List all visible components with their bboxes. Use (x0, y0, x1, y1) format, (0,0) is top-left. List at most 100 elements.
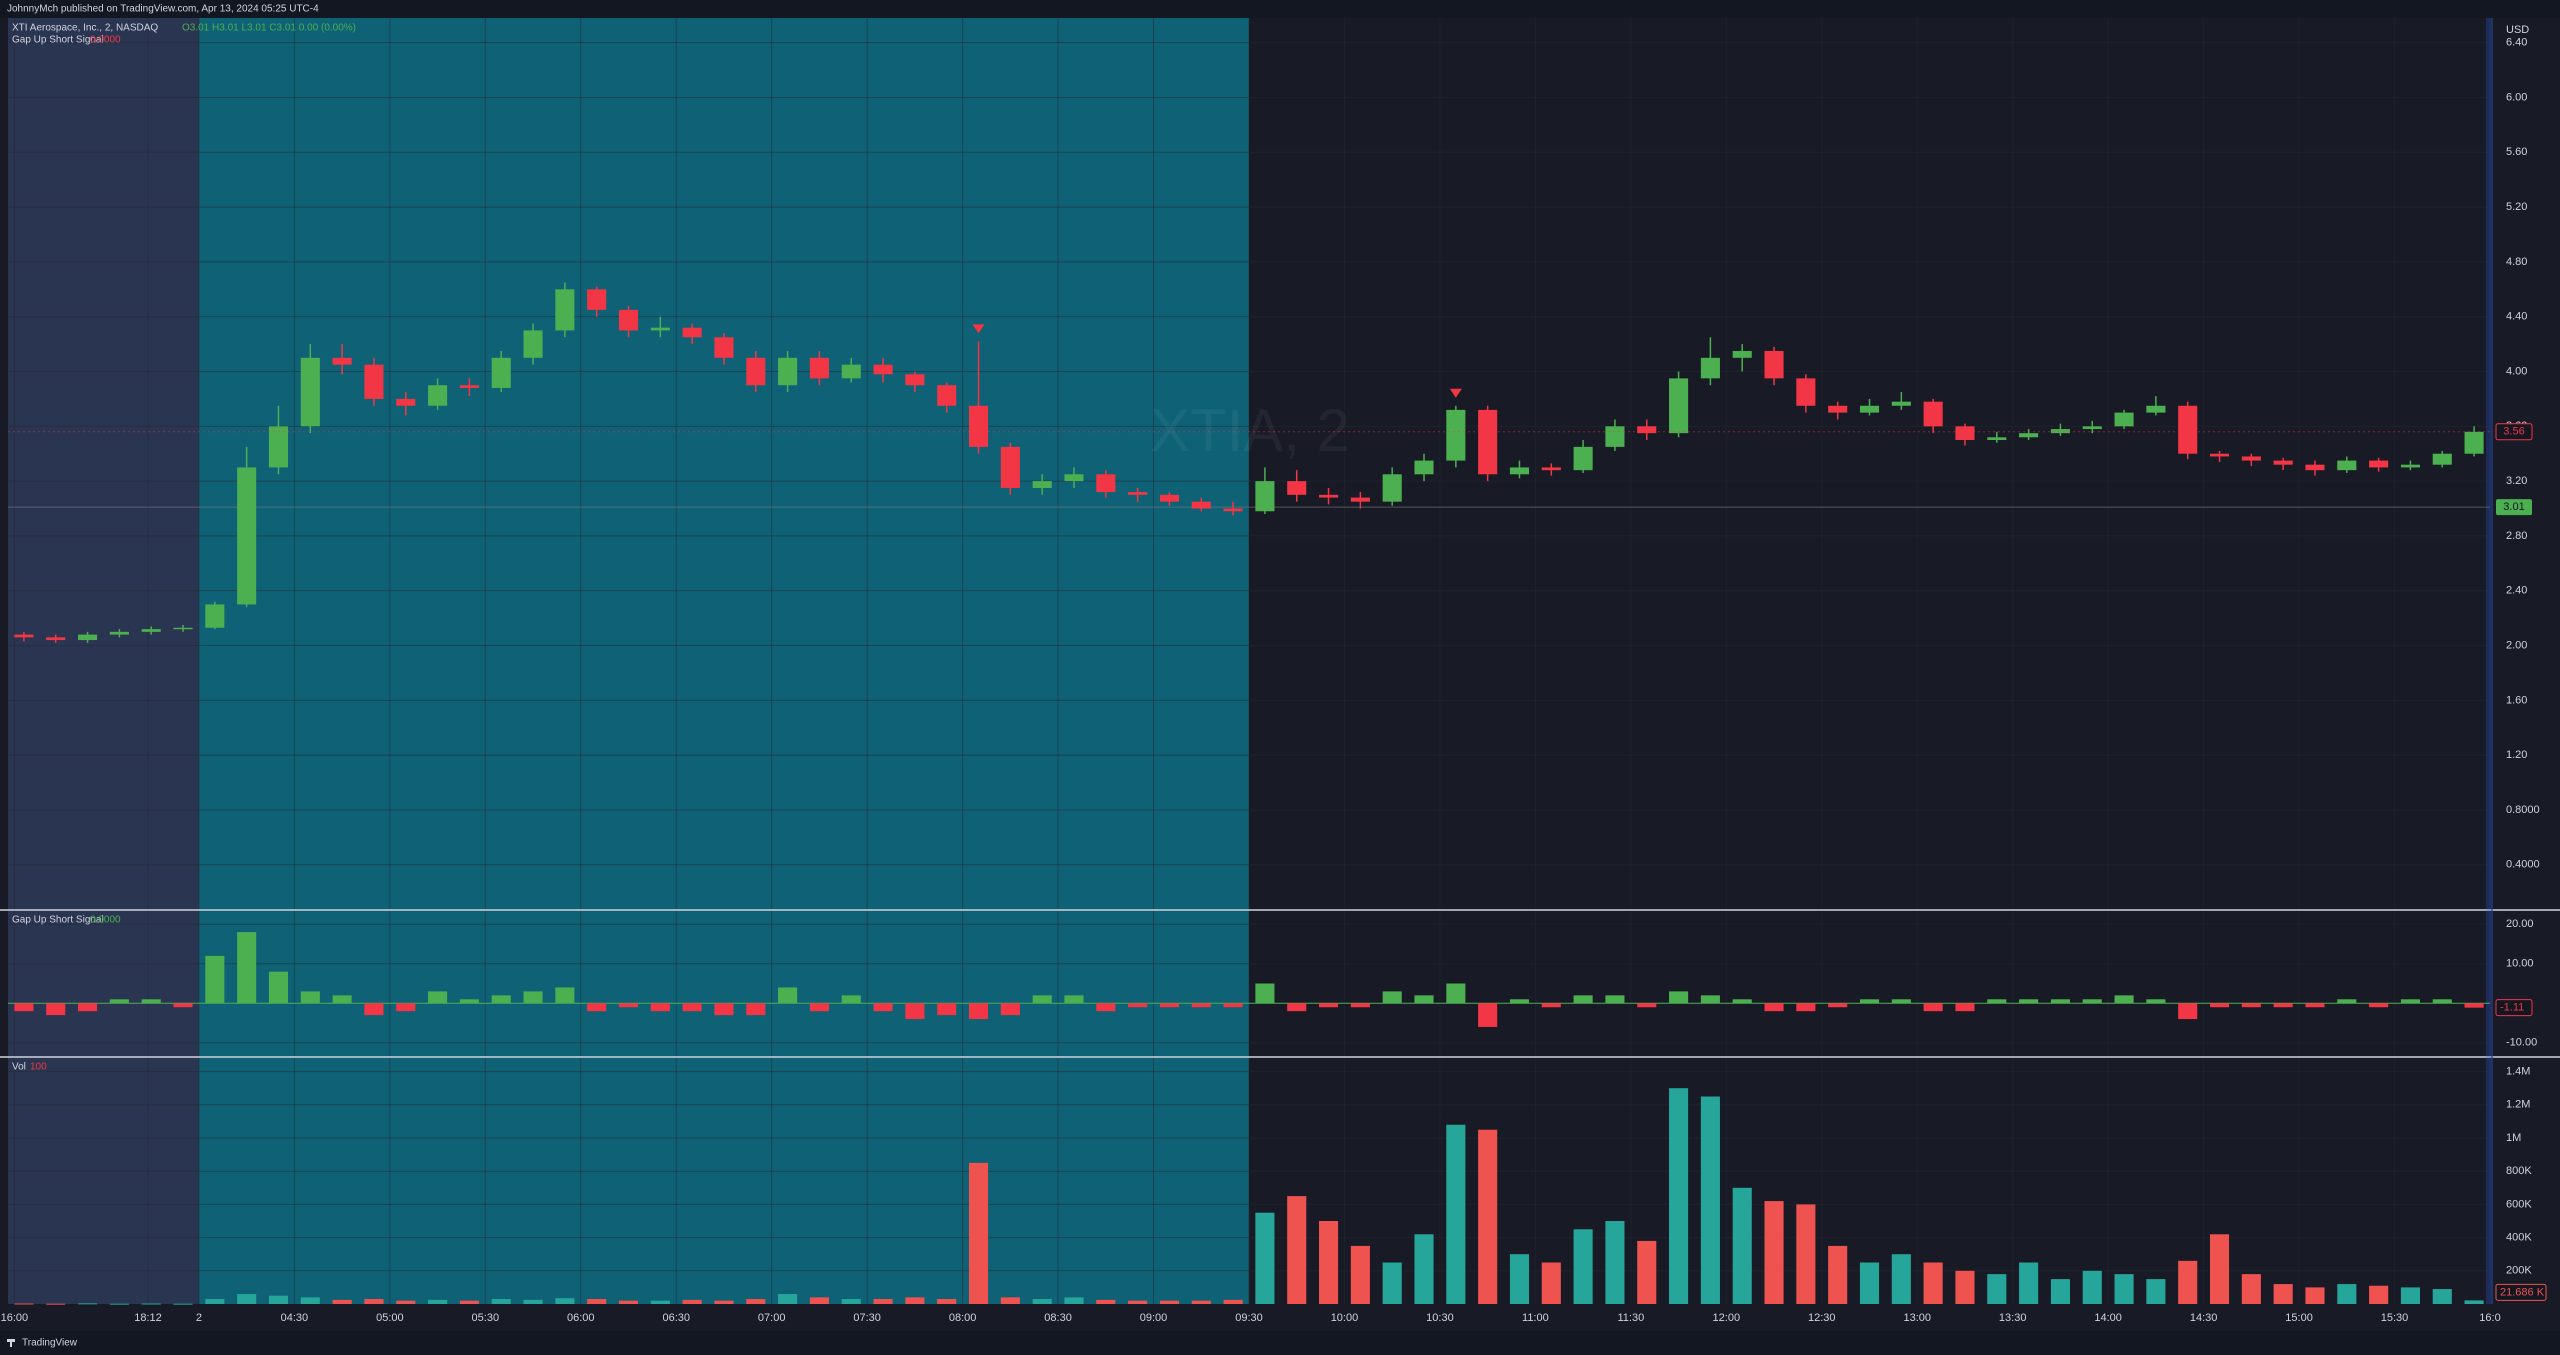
bar (1541, 1262, 1561, 1304)
candle-body (1191, 501, 1211, 509)
watermark: XTIA, 2 (1150, 397, 1350, 464)
bar (1287, 1196, 1307, 1304)
candle-body (1414, 460, 1434, 475)
bar (1923, 1262, 1943, 1304)
bar (841, 1299, 861, 1304)
bar (873, 1299, 893, 1304)
bar (1478, 1129, 1498, 1304)
candle-body (2082, 426, 2102, 430)
y-tick-label: -10.00 (2506, 1037, 2537, 1049)
currency: USD (2506, 24, 2529, 36)
bar (205, 955, 225, 1004)
bar (173, 1303, 193, 1305)
bar (14, 1303, 34, 1305)
candle-body (1573, 446, 1593, 471)
bar (2146, 1279, 2166, 1304)
bar (1319, 1003, 1339, 1008)
x-tick-label: 18:12 (134, 1312, 162, 1324)
osc-value: 0.0000 (90, 915, 121, 926)
bar (1350, 1245, 1370, 1304)
bar (905, 1297, 925, 1304)
y-tick-label: 0.4000 (2506, 859, 2540, 871)
bar (1064, 1297, 1084, 1304)
candle-body (1287, 481, 1307, 495)
candle-body (1923, 401, 1943, 427)
candle-body (1828, 405, 1848, 413)
candle-body (2114, 412, 2134, 427)
candle-body (1350, 497, 1370, 502)
candle-body (2369, 460, 2389, 468)
candle-body (1955, 426, 1975, 441)
candle-body (109, 631, 129, 635)
bar (237, 932, 257, 1004)
x-tick-label: 05:30 (472, 1312, 500, 1324)
signal-marker (1449, 388, 1462, 398)
prev-close-label: 3.01 (2503, 501, 2524, 513)
bar (1764, 1201, 1784, 1304)
bar (46, 1003, 66, 1016)
bar (1573, 1229, 1593, 1304)
y-tick-label: 1.60 (2506, 694, 2527, 706)
bar (332, 1299, 352, 1304)
candle-body (1032, 481, 1052, 488)
candle-body (682, 327, 702, 338)
y-tick-label: 1M (2506, 1132, 2521, 1144)
bar (1764, 1003, 1784, 1012)
bar (2305, 1287, 2325, 1304)
candle-body (618, 309, 639, 331)
bar (1223, 1003, 1243, 1008)
candle-body (650, 327, 670, 331)
bar (746, 1299, 766, 1304)
last-value-label: 21.686 K (2500, 1286, 2545, 1298)
bar (1446, 1124, 1466, 1304)
bar (1509, 999, 1530, 1004)
bar (714, 1003, 734, 1016)
x-tick-label: 14:00 (2094, 1312, 2122, 1324)
bar (873, 1003, 893, 1012)
x-tick-label: 08:00 (949, 1312, 977, 1324)
bar (937, 1299, 957, 1304)
candle-body (46, 637, 66, 641)
y-tick-label: 1.20 (2506, 749, 2527, 761)
bar (1191, 1003, 1211, 1008)
candle-body (1605, 426, 1625, 447)
y-tick-label: 10.00 (2506, 958, 2534, 970)
y-tick-label: 2.80 (2506, 530, 2527, 542)
x-tick-label: 16:0 (2479, 1312, 2500, 1324)
bar (491, 1299, 511, 1304)
candle-body (523, 330, 543, 358)
bar (2400, 999, 2420, 1004)
candle-body (1064, 474, 1084, 482)
bar (1828, 1003, 1848, 1008)
bar (1128, 1300, 1148, 1304)
x-tick-label: 2 (196, 1312, 202, 1324)
candle-body (1255, 481, 1275, 512)
candle-body (746, 357, 766, 386)
bar (2114, 1274, 2134, 1304)
bar (2019, 999, 2039, 1004)
bar (205, 1299, 225, 1304)
candle-body (1541, 467, 1561, 471)
y-tick-label: 400K (2506, 1232, 2532, 1244)
bar (618, 1003, 639, 1008)
bar (523, 991, 543, 1004)
bar (2209, 1234, 2230, 1304)
candle-body (1446, 409, 1466, 461)
bar (1064, 995, 1084, 1004)
bar (1573, 995, 1593, 1004)
bar (491, 995, 511, 1004)
bar (2178, 1260, 2198, 1304)
bar (2082, 1270, 2102, 1304)
bar (809, 1297, 829, 1304)
x-tick-label: 06:30 (662, 1312, 690, 1324)
bar (1350, 1003, 1370, 1008)
bar (809, 1003, 829, 1012)
candle-body (2209, 453, 2230, 457)
bar (1096, 1299, 1116, 1304)
bar (268, 1295, 289, 1304)
bar (1891, 1254, 1911, 1304)
candle-body (1732, 350, 1752, 358)
bar (1287, 1003, 1307, 1012)
candle-body (14, 634, 34, 638)
